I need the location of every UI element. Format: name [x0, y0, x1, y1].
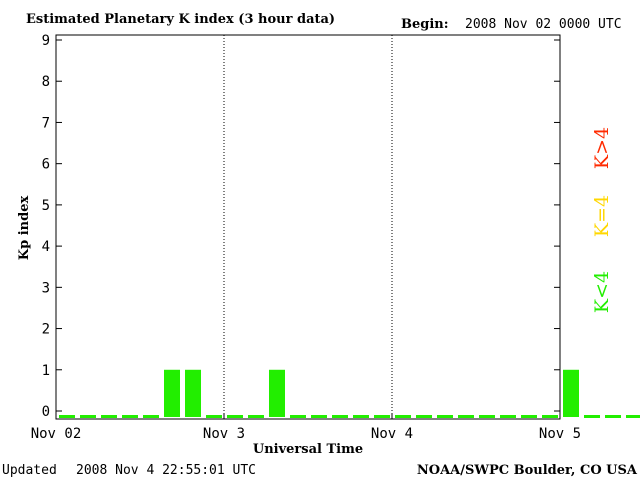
- kp-bar: [437, 415, 453, 418]
- kp-bar: [122, 415, 138, 418]
- legend: K>4 K=4 K<4: [591, 127, 613, 313]
- y-axis-label: Kp index: [17, 196, 32, 261]
- y-tick-label: 9: [42, 33, 50, 49]
- kp-bar: [521, 415, 537, 418]
- source-credit: NOAA/SWPC Boulder, CO USA: [417, 463, 638, 478]
- kp-bar: [227, 415, 243, 418]
- y-tick-label: 8: [42, 74, 50, 90]
- x-tick-label: Nov 4: [371, 426, 413, 442]
- kp-bar: [395, 415, 411, 418]
- kp-bar: [563, 369, 579, 417]
- kp-bar: [185, 369, 201, 417]
- kp-bar: [479, 415, 495, 418]
- kp-bar: [80, 415, 96, 418]
- kp-bar: [269, 369, 285, 417]
- kp-bar: [311, 415, 327, 418]
- kp-bar: [605, 415, 621, 418]
- kp-bar: [542, 415, 558, 418]
- kp-bar: [458, 415, 474, 418]
- kp-bar: [374, 415, 390, 418]
- y-tick-label: 6: [42, 157, 50, 173]
- legend-item: K=4: [591, 195, 613, 237]
- kp-bar: [584, 415, 600, 418]
- kp-bar: [164, 369, 180, 417]
- kp-bar: [101, 415, 117, 418]
- y-tick-label: 4: [42, 239, 50, 255]
- kp-bar: [248, 415, 264, 418]
- y-tick-label: 1: [42, 363, 50, 379]
- x-tick-label: Nov 02: [31, 426, 82, 442]
- y-tick-label: 2: [42, 322, 50, 338]
- updated-label: Updated: [2, 463, 57, 478]
- kp-bar: [143, 415, 159, 418]
- kp-bar: [353, 415, 369, 418]
- y-tick-label: 7: [42, 115, 50, 131]
- plot-frame: [55, 34, 561, 420]
- kp-bar: [332, 415, 348, 418]
- y-tick-label: 5: [42, 198, 50, 214]
- kp-bar: [290, 415, 306, 418]
- updated-value: 2008 Nov 4 22:55:01 UTC: [76, 463, 256, 478]
- kp-bar: [500, 415, 516, 418]
- begin-label: Begin:: [401, 17, 449, 32]
- x-tick-label: Nov 3: [203, 426, 245, 442]
- kp-bar: [206, 415, 222, 418]
- x-axis-label: Universal Time: [253, 442, 363, 457]
- y-tick-label: 3: [42, 280, 50, 296]
- plot-area: 0 1 2 3 4 5 6 7 8 9 Nov 02 Nov 3 Nov 4 Nov 5: [31, 33, 640, 442]
- kp-bar: [59, 415, 75, 418]
- legend-item: K>4: [591, 127, 613, 169]
- begin-value: 2008 Nov 02 0000 UTC: [465, 17, 622, 32]
- kp-bar: [416, 415, 432, 418]
- x-tick-label: Nov 5: [539, 426, 581, 442]
- legend-item: K<4: [591, 271, 613, 313]
- chart-title: Estimated Planetary K index (3 hour data…: [26, 12, 335, 27]
- kp-bar: [626, 415, 640, 418]
- y-tick-label: 0: [42, 404, 50, 420]
